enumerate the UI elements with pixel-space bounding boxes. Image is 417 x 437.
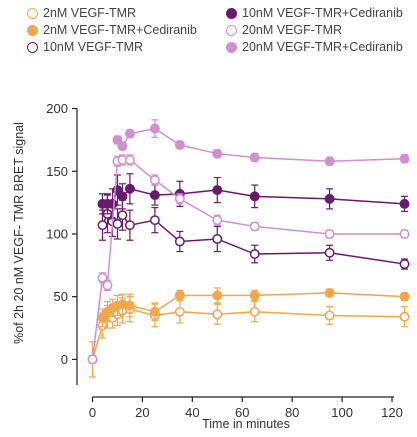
data-point [149, 215, 160, 226]
legend: 2nM VEGF-TMR 2nM VEGF-TMR+Cediranib 10nM V… [0, 0, 417, 60]
legend-item: 20nM VEGF-TMR [226, 23, 342, 37]
legend-label: 20nM VEGF-TMR+Cediranib [242, 40, 403, 54]
y-tick-label: 100 [46, 226, 68, 241]
legend-item: 2nM VEGF-TMR [27, 6, 136, 20]
x-tick-label: 60 [235, 405, 249, 420]
data-point [324, 229, 335, 239]
data-point [324, 287, 335, 298]
data-point [399, 291, 410, 302]
series-5 [87, 154, 410, 365]
data-point [399, 259, 410, 270]
data-point [124, 155, 135, 165]
data-point [249, 306, 260, 317]
x-tick-label: 80 [285, 405, 299, 420]
y-tick-label: 50 [54, 289, 68, 304]
legend-label: 10nM VEGF-TMR+Cediranib [242, 6, 403, 20]
data-point [149, 190, 160, 201]
plot-area [87, 119, 410, 378]
x-tick-label: 120 [381, 405, 403, 420]
series-line [91, 308, 405, 360]
data-point [97, 220, 108, 231]
data-point [107, 198, 118, 209]
series-2 [97, 287, 410, 328]
data-point [117, 210, 128, 221]
data-point [174, 306, 185, 317]
axes: 0 50 100 150 200 0 20 40 60 80 100 120 [46, 101, 403, 420]
legend-marker [226, 24, 237, 36]
data-point [124, 220, 135, 231]
series-4 [97, 173, 410, 220]
legend-item: 10nM VEGF-TMR+Cediranib [226, 6, 403, 20]
data-point [212, 215, 223, 226]
legend-item: 2nM VEGF-TMR+Cediranib [27, 23, 197, 37]
legend-marker [27, 7, 38, 19]
data-point [399, 153, 410, 164]
data-point [249, 152, 260, 163]
series-6 [112, 119, 410, 167]
data-point [149, 306, 160, 317]
legend-item: 10nM VEGF-TMR [27, 40, 143, 54]
data-point [324, 310, 335, 321]
data-point [212, 309, 223, 320]
x-tick-label: 40 [185, 405, 199, 420]
data-point [212, 290, 223, 301]
x-axis-label: Time in minutes [202, 417, 290, 431]
legend-label: 2nM VEGF-TMR [43, 6, 137, 20]
series-line [116, 127, 405, 162]
legend-label: 20nM VEGF-TMR [242, 23, 343, 37]
data-point [124, 183, 135, 194]
data-point [399, 229, 410, 239]
data-point [174, 236, 185, 247]
data-point [399, 198, 410, 209]
data-point [124, 128, 135, 139]
data-point [124, 300, 135, 311]
series-3 [97, 194, 410, 270]
data-point [324, 247, 335, 258]
data-point [117, 141, 128, 152]
data-point [212, 234, 223, 244]
data-point [324, 193, 335, 204]
data-point [249, 249, 260, 259]
data-point [102, 280, 113, 291]
x-tick-label: 100 [331, 405, 353, 420]
series-line [91, 159, 405, 360]
data-point [174, 290, 185, 301]
legend-item: 20nM VEGF-TMR+Cediranib [226, 40, 403, 54]
data-point [249, 221, 260, 232]
legend-label: 2nM VEGF-TMR+Cediranib [43, 23, 197, 37]
data-point [212, 148, 223, 159]
legend-label: 10nM VEGF-TMR [43, 40, 144, 54]
y-tick-label: 0 [61, 352, 68, 367]
y-tick-label: 200 [46, 101, 68, 116]
x-tick-label: 20 [135, 405, 149, 420]
data-point [112, 218, 123, 229]
data-point [149, 175, 160, 185]
data-point [117, 191, 128, 202]
data-point [249, 290, 260, 301]
y-axis-label: %of 2h 20 nM VEGF- TMR BRET signal [12, 122, 26, 344]
series-1 [87, 296, 410, 378]
y-tick-label: 150 [46, 164, 68, 179]
legend-marker [27, 41, 38, 53]
data-point [87, 354, 98, 365]
data-point [174, 193, 185, 204]
data-point [249, 191, 260, 202]
legend-marker [27, 24, 38, 36]
data-point [149, 123, 160, 134]
legend-marker [226, 41, 237, 53]
legend-marker [226, 7, 237, 19]
x-tick-label: 0 [89, 405, 96, 420]
data-point [212, 185, 223, 196]
data-point [399, 311, 410, 322]
data-point [174, 139, 185, 150]
data-point [324, 156, 335, 167]
